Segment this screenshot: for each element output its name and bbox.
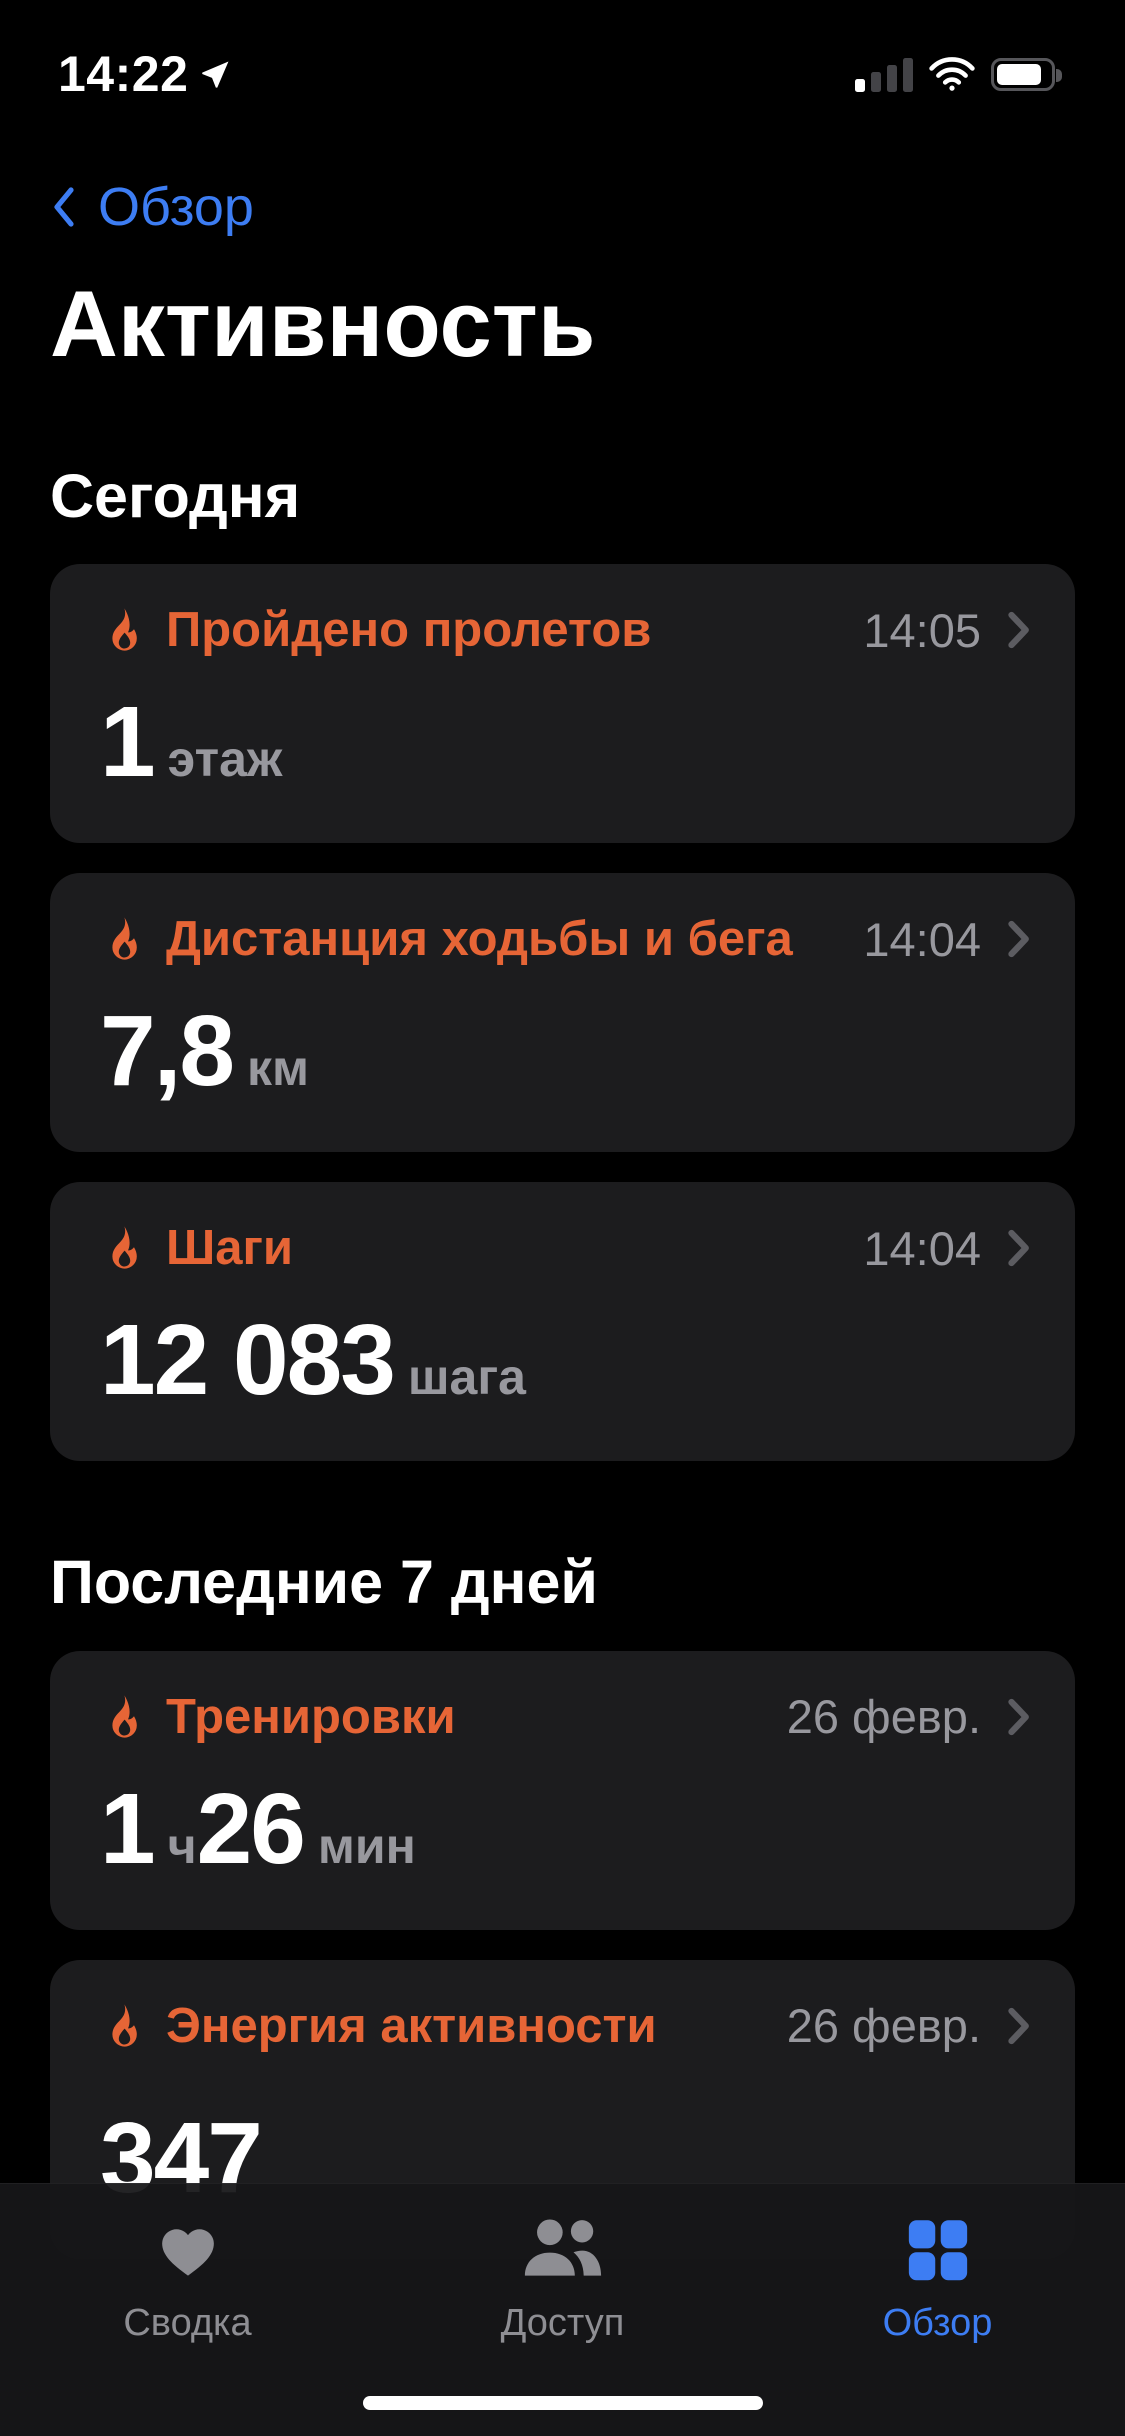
status-bar-left: 14:22: [58, 45, 232, 103]
metric-card-steps[interactable]: Шаги 14:04 12 083 шага: [50, 1182, 1075, 1462]
tab-label: Доступ: [500, 2302, 625, 2344]
card-header: Шаги 14:04: [100, 1220, 1031, 1276]
flame-icon: [100, 915, 148, 963]
chevron-right-icon: [1007, 1696, 1031, 1738]
card-title: Дистанция ходьбы и бега: [166, 912, 793, 967]
card-timestamp: 14:04: [863, 1221, 981, 1275]
battery-nub: [1056, 68, 1062, 82]
card-timestamp: 26 февр.: [786, 1690, 981, 1744]
card-header: Энергия активности 26 февр.: [100, 1998, 1031, 2054]
card-value: 7,8 км: [100, 999, 1031, 1104]
battery-icon: [991, 57, 1062, 91]
card-title: Энергия активности: [166, 1998, 657, 2053]
flame-icon: [100, 1224, 148, 1272]
metric-unit: этаж: [167, 731, 283, 788]
grid-icon: [905, 2214, 971, 2286]
card-header: Пройдено пролетов 14:05: [100, 602, 1031, 658]
metric-card-workouts[interactable]: Тренировки 26 февр. 1 ч 26 мин: [50, 1650, 1075, 1930]
card-header: Тренировки 26 февр.: [100, 1689, 1031, 1745]
card-value: 1 ч 26 мин: [100, 1772, 1031, 1885]
scroll-content[interactable]: Обзор Активность Сегодня Пройдено пролет…: [0, 168, 1125, 2289]
heart-icon: [152, 2214, 224, 2286]
metric-value-minutes: 26: [196, 1772, 306, 1885]
card-header: Дистанция ходьбы и бега 14:04: [100, 911, 1031, 967]
metric-value: 12 083: [100, 1304, 396, 1417]
card-timestamp: 14:04: [863, 912, 981, 966]
tab-sharing[interactable]: Доступ: [375, 2184, 750, 2345]
status-time: 14:22: [58, 46, 189, 102]
metric-card-walking-distance[interactable]: Дистанция ходьбы и бега 14:04 7,8 км: [50, 873, 1075, 1153]
metric-card-flights-climbed[interactable]: Пройдено пролетов 14:05 1 этаж: [50, 564, 1075, 844]
section-today: Сегодня: [50, 462, 301, 531]
chevron-right-icon: [1007, 1227, 1031, 1269]
card-timestamp: 26 февр.: [786, 1999, 981, 2053]
card-value: 1 этаж: [100, 690, 1031, 795]
wifi-icon: [929, 56, 975, 92]
metric-value: 1: [100, 686, 156, 799]
tab-label: Обзор: [882, 2302, 993, 2344]
tab-browse[interactable]: Обзор: [750, 2184, 1125, 2345]
card-title: Тренировки: [166, 1689, 456, 1744]
flame-icon: [100, 1693, 148, 1741]
flame-icon: [100, 606, 148, 654]
card-title: Шаги: [166, 1221, 294, 1276]
status-bar-right: [855, 56, 1063, 92]
metric-unit-hours: ч: [167, 1817, 197, 1874]
tab-summary[interactable]: Сводка: [0, 2184, 375, 2345]
tab-label: Сводка: [123, 2302, 252, 2344]
card-value: 12 083 шага: [100, 1308, 1031, 1413]
back-button-label: Обзор: [98, 177, 254, 237]
card-title: Пройдено пролетов: [166, 603, 652, 658]
flame-icon: [100, 2002, 148, 2050]
metric-value-hours: 1: [100, 1772, 156, 1885]
metric-unit-minutes: мин: [317, 1817, 416, 1874]
battery-fill: [997, 63, 1041, 85]
metric-value: 7,8: [100, 995, 235, 1108]
home-indicator[interactable]: [362, 2396, 763, 2410]
chevron-right-icon: [1007, 918, 1031, 960]
chevron-left-icon: [54, 187, 74, 227]
page-title: Активность: [50, 271, 596, 376]
chevron-right-icon: [1007, 609, 1031, 651]
location-arrow-icon: [198, 56, 232, 92]
status-bar: 14:22: [0, 0, 1125, 120]
card-timestamp: 14:05: [863, 603, 981, 657]
tab-bar: Сводка Доступ Об: [0, 2183, 1125, 2436]
metric-unit: км: [247, 1040, 310, 1097]
back-button[interactable]: Обзор: [50, 168, 254, 246]
metric-unit: шага: [407, 1349, 526, 1406]
people-icon: [517, 2214, 609, 2286]
cellular-signal-icon: [855, 56, 913, 92]
section-last-7-days: Последние 7 дней: [50, 1548, 598, 1617]
chevron-right-icon: [1007, 2005, 1031, 2047]
